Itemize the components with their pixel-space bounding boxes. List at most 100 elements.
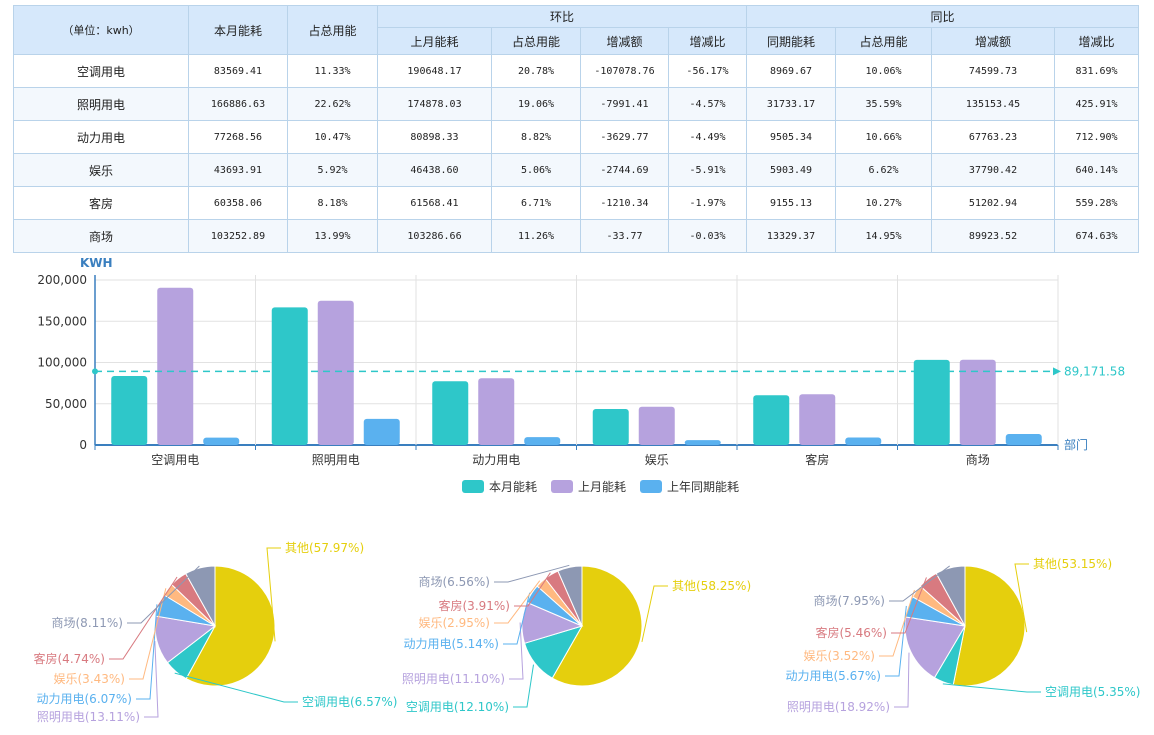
subheader: 增减额 <box>931 27 1056 55</box>
y-tick-label: 200,000 <box>37 273 87 287</box>
x-tick-label: 动力用电 <box>472 453 520 467</box>
pie-label: 照明用电(11.10%) <box>402 672 505 686</box>
legend-label: 上年同期能耗 <box>667 480 740 494</box>
table-cell: 13.99% <box>287 219 378 253</box>
table-cell: -4.57% <box>667 87 748 121</box>
legend-item-this-month[interactable]: 本月能耗 <box>462 478 537 495</box>
legend-swatch <box>640 480 663 493</box>
markline-arrow <box>1053 367 1061 376</box>
table-row: 客房 60358.06 8.18% 61568.41 6.71% -1210.34 -1.9… <box>13 186 1140 220</box>
table-cell: -33.77 <box>580 219 669 253</box>
pie-leader-line <box>494 564 570 583</box>
x-tick-label: 空调用电 <box>151 453 199 467</box>
table-cell: -5.91% <box>667 153 748 187</box>
table-cell: 5903.49 <box>746 153 837 187</box>
x-tick-label: 照明用电 <box>312 453 360 467</box>
subheader: 占总用能 <box>835 27 933 55</box>
legend-item-last-month[interactable]: 上月能耗 <box>551 478 626 495</box>
table-cell: -0.03% <box>667 219 748 253</box>
header-group-mom: 环比 <box>376 5 748 28</box>
table-cell: 10.66% <box>835 120 933 154</box>
pie-label: 动力用电(5.14%) <box>404 637 500 651</box>
legend-swatch <box>551 480 574 493</box>
table-cell: 83569.41 <box>188 54 288 88</box>
pie-label: 空调用电(12.10%) <box>406 700 509 714</box>
row-name-cell: 照明用电 <box>13 87 189 121</box>
pie-leader-line <box>174 672 298 703</box>
bar <box>799 394 836 445</box>
pie-leader-line <box>494 580 541 624</box>
pie-slice <box>185 565 216 628</box>
table-body: 空调用电 83569.41 11.33% 190648.17 20.78% -107078… <box>13 54 1140 253</box>
y-tick-label: 50,000 <box>45 397 87 411</box>
subheader: 同期能耗 <box>746 27 837 55</box>
bar <box>638 406 675 445</box>
table-cell: 80898.33 <box>377 120 492 154</box>
bar <box>203 437 240 445</box>
x-tick-label: 商场 <box>966 452 990 467</box>
pie-leader-line <box>889 565 950 602</box>
pie-leader-line <box>109 576 178 660</box>
table-cell: 10.27% <box>835 186 933 220</box>
row-name-cell: 客房 <box>13 186 189 220</box>
pie-label: 娱乐(3.52%) <box>804 649 876 663</box>
pie-leader-line <box>127 565 200 624</box>
pie-slice <box>557 565 583 627</box>
table-cell: 77268.56 <box>188 120 288 154</box>
pie-charts: 其他(57.97%) 空调用电(6.57%) 照明用电(13.11%) 动力用电(6.… <box>34 541 1141 724</box>
pie-label: 空调用电(5.35%) <box>1045 685 1141 699</box>
y-tick-label: 100,000 <box>37 356 87 370</box>
table-cell: 640.14% <box>1054 153 1140 187</box>
table-cell: 166886.63 <box>188 87 288 121</box>
bar <box>524 437 561 445</box>
bar <box>592 408 629 445</box>
table-cell: 46438.60 <box>377 153 492 187</box>
pie-leader-line <box>509 622 524 680</box>
pie-leader-line <box>879 589 915 657</box>
x-axis-label: 部门 <box>1064 437 1088 452</box>
unit-header: （单位：kwh） <box>13 5 189 55</box>
table-cell: -107078.76 <box>580 54 669 88</box>
table-cell: 425.91% <box>1054 87 1140 121</box>
table-row: 娱乐 43693.91 5.92% 46438.60 5.06% -2744.69 -5.9… <box>13 153 1140 187</box>
subheader: 占总用能 <box>491 27 581 55</box>
table-cell: 19.06% <box>491 87 581 121</box>
table-cell: 8.18% <box>287 186 378 220</box>
pie-label: 其他(58.25%) <box>672 579 751 593</box>
header-share: 占总用能 <box>287 5 378 55</box>
subheader: 增减比 <box>1054 27 1140 55</box>
legend-item-last-year[interactable]: 上年同期能耗 <box>640 478 739 495</box>
table-cell: 103252.89 <box>188 219 288 253</box>
table-cell: 31733.17 <box>746 87 837 121</box>
pie-slice <box>935 565 966 627</box>
pie-leader-line <box>514 572 551 607</box>
y-tick-label: 0 <box>79 438 87 452</box>
bar <box>317 300 354 445</box>
table-cell: 22.62% <box>287 87 378 121</box>
legend-label: 本月能耗 <box>489 480 538 494</box>
table-cell: 190648.17 <box>377 54 492 88</box>
pie-leader-line <box>894 652 910 708</box>
table-cell: -1.97% <box>667 186 748 220</box>
table-cell: 11.33% <box>287 54 378 88</box>
x-tick-label: 娱乐 <box>645 453 669 467</box>
bar <box>478 378 515 445</box>
pie-leader-line <box>503 592 531 645</box>
bar <box>271 307 308 445</box>
table-cell: 20.78% <box>491 54 581 88</box>
table-cell: -1210.34 <box>580 186 669 220</box>
pie-label: 客房(5.46%) <box>816 625 888 640</box>
bar <box>111 376 148 445</box>
legend-label: 上月能耗 <box>578 480 627 494</box>
bar <box>845 437 882 445</box>
table-cell: 89923.52 <box>931 219 1056 253</box>
pie-leader-line <box>129 588 167 680</box>
markline-label: 89,171.58 <box>1064 364 1125 378</box>
table-cell: 103286.66 <box>377 219 492 253</box>
y-tick-label: 150,000 <box>37 314 87 328</box>
table-cell: 5.06% <box>491 153 581 187</box>
table-row: 商场 103252.89 13.99% 103286.66 11.26% -33.77 -0… <box>13 219 1140 253</box>
header-group-yoy: 同比 <box>746 5 1140 28</box>
row-name-cell: 动力用电 <box>13 120 189 154</box>
